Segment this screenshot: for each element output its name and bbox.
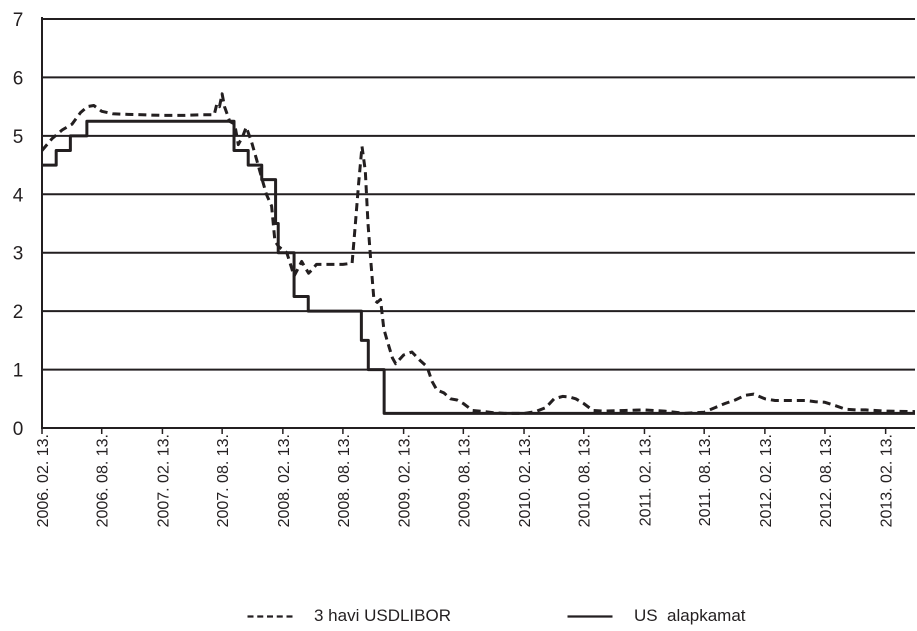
chart-plot: 0 1 2 3 4 5 6 7 2006. 02. 13. 2006. 08. 13. 2007. … — [13, 10, 916, 527]
y-tick-label: 5 — [13, 127, 24, 148]
legend-item-usdlibor: 3 havi USDLIBOR — [240, 606, 451, 626]
x-tick-label: 2011. 08. 13. — [697, 434, 714, 526]
x-tick-label: 2011. 02. 13. — [637, 434, 654, 526]
x-tick-label: 2008. 08. 13. — [336, 434, 353, 527]
legend: 3 havi USDLIBOR US alapkamat — [0, 606, 917, 631]
x-tick-label: 2012. 02. 13. — [758, 434, 775, 527]
x-tick-label: 2007. 08. 13. — [215, 434, 232, 527]
series-line-us-base-rate — [42, 119, 915, 415]
legend-label-usdlibor: 3 havi USDLIBOR — [314, 606, 451, 625]
x-tick-label: 2009. 02. 13. — [397, 434, 414, 527]
y-tick-label: 4 — [13, 185, 24, 206]
x-tick-label: 2010. 08. 13. — [577, 434, 594, 527]
legend-swatch-solid — [567, 614, 613, 618]
x-tick-label: 2006. 08. 13. — [95, 434, 112, 527]
x-tick-label: 2006. 02. 13. — [35, 434, 52, 527]
legend-item-us-base-rate: US alapkamat — [560, 606, 746, 626]
x-tick-label: 2012. 08. 13. — [818, 434, 835, 527]
y-tick-label: 6 — [13, 68, 24, 89]
x-tick-label: 2010. 02. 13. — [517, 434, 534, 527]
y-tick-label: 1 — [13, 361, 24, 382]
y-tick-label: 3 — [13, 244, 24, 265]
y-tick-label: 0 — [13, 419, 24, 440]
legend-swatch-dashed — [247, 614, 293, 618]
y-tick-label: 2 — [13, 302, 24, 323]
x-tick-label: 2009. 08. 13. — [456, 434, 473, 527]
x-tick-label: 2007. 02. 13. — [155, 434, 172, 527]
x-tick-label: 2013. 02. 13. — [879, 434, 896, 527]
x-tick-label: 2008. 02. 13. — [276, 434, 293, 527]
legend-label-us-base-rate: US alapkamat — [634, 606, 746, 625]
y-tick-label: 7 — [13, 10, 24, 31]
